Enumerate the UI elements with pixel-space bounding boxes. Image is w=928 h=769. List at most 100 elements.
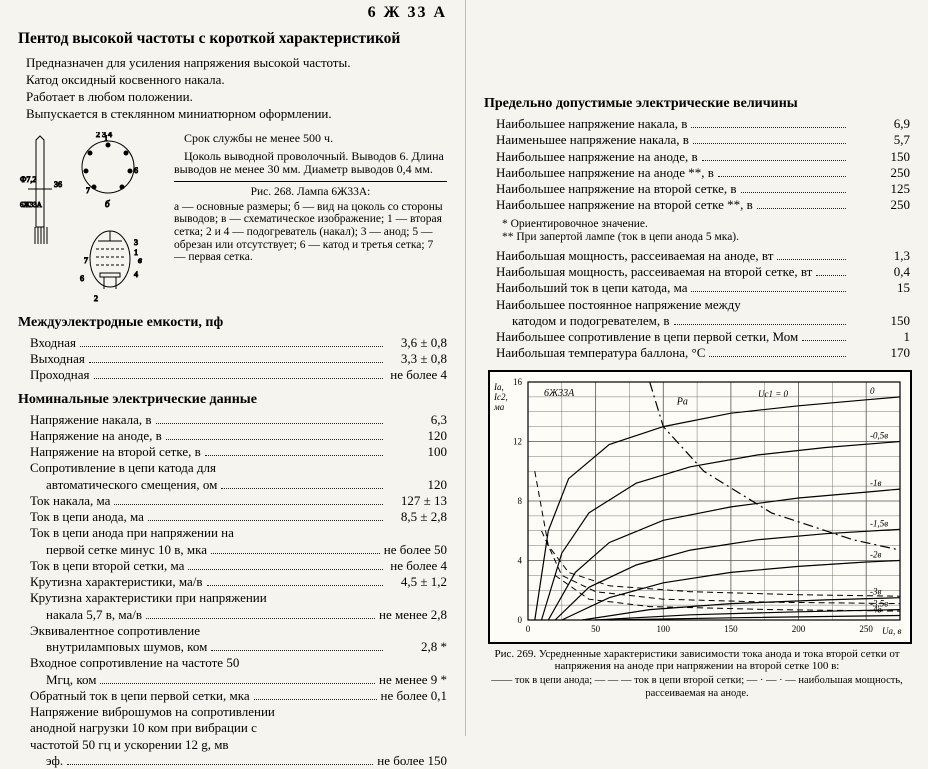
svg-text:3: 3 [134, 238, 138, 247]
intro-line: Выпускается в стеклянном миниатюрном офо… [26, 107, 447, 122]
intro-block: Предназначен для усиления напряжения выс… [18, 56, 447, 122]
intro-line: Катод оксидный косвенного накала. [26, 73, 447, 88]
chart-caption: Рис. 269. Усредненные характеристики зав… [490, 648, 904, 673]
svg-text:-1,5в: -1,5в [870, 518, 888, 528]
param-row: Наибольший ток в цепи катода, ма15 [496, 280, 910, 296]
svg-text:12: 12 [513, 436, 522, 446]
svg-text:0: 0 [870, 386, 875, 396]
param-row: Наибольшее напряжение накала, в6,9 [496, 116, 910, 132]
svg-text:36: 36 [54, 180, 62, 189]
param-row: Выходная3,3 ± 0,8 [30, 351, 447, 367]
svg-text:-2в: -2в [870, 549, 881, 559]
svg-text:50: 50 [591, 624, 601, 634]
tube-code: 6 Ж 33 А [368, 4, 447, 22]
dim-diameter: Ф7,2 [20, 175, 36, 184]
param-row: Напряжение накала, в6,3 [30, 412, 447, 428]
svg-text:0: 0 [526, 624, 531, 634]
param-row: Наибольшее постоянное напряжение между [496, 297, 910, 313]
svg-text:Uc1 = 0: Uc1 = 0 [758, 389, 789, 399]
param-row: анодной нагрузки 10 ком при вибрации с [30, 720, 447, 736]
capacitances-heading: Междуэлектродные емкости, пф [18, 315, 447, 331]
param-row: эф.не более 150 [46, 753, 447, 769]
param-row: Наибольшее напряжение на аноде, в150 [496, 149, 910, 165]
service-line2: Цоколь выводной проволочный. Выводов 6. … [174, 150, 447, 178]
svg-text:-1в: -1в [870, 478, 881, 488]
param-row: Наибольшая мощность, рассеиваемая на ано… [496, 248, 910, 264]
param-row: Напряжение виброшумов на сопротивлении [30, 704, 447, 720]
tube-diagrams: Ф7,2 6Ж33А 36 1 6 7 [18, 132, 168, 307]
svg-text:-3в: -3в [870, 586, 881, 596]
param-row: Крутизна характеристики, ма/в4,5 ± 1,2 [30, 574, 447, 590]
svg-text:0: 0 [518, 615, 523, 625]
svg-text:б: б [105, 199, 110, 209]
intro-line: Работает в любом положении. [26, 90, 447, 105]
param-row: Крутизна характеристики при напряжении [30, 590, 447, 606]
param-row: Наибольшее напряжение на второй сетке, в… [496, 181, 910, 197]
svg-text:150: 150 [724, 624, 738, 634]
right-page: Предельно допустимые электрические велич… [466, 0, 928, 736]
param-row: Наибольшее напряжение на второй сетке **… [496, 197, 910, 213]
svg-text:6Ж33А: 6Ж33А [544, 388, 575, 399]
svg-text:Iа,: Iа, [493, 382, 504, 392]
svg-text:6: 6 [134, 166, 138, 175]
svg-text:2 3 4: 2 3 4 [96, 132, 112, 139]
service-line1: Срок службы не менее 500 ч. [174, 132, 447, 146]
param-row: Напряжение на аноде, в120 [30, 428, 447, 444]
svg-text:250: 250 [859, 624, 873, 634]
nominal-heading: Номинальные электрические данные [18, 392, 447, 408]
svg-text:-4в: -4в [870, 604, 881, 614]
intro-line: Предназначен для усиления напряжения выс… [26, 56, 447, 71]
svg-text:Pa: Pa [676, 396, 688, 407]
param-row: Эквивалентное сопротивление [30, 623, 447, 639]
svg-text:7: 7 [84, 256, 88, 265]
param-row: Наибольшая температура баллона, °С170 [496, 345, 910, 361]
svg-text:7: 7 [86, 186, 90, 195]
footnote-line: * Ориентировочное значение. [502, 218, 910, 231]
svg-text:ма: ма [493, 402, 505, 412]
param-row: автоматического смещения, ом120 [46, 477, 447, 493]
fig268-title: Рис. 268. Лампа 6Ж33А: [174, 186, 447, 199]
svg-text:2: 2 [94, 294, 98, 303]
param-row: накала 5,7 в, ма/вне менее 2,8 [46, 607, 447, 623]
figure-268: Ф7,2 6Ж33А 36 1 6 7 [18, 132, 447, 307]
footnote-line: ** При запертой лампе (ток в цепи анода … [502, 231, 910, 244]
param-row: Ток в цепи анода, ма8,5 ± 2,8 [30, 509, 447, 525]
svg-text:в: в [138, 255, 142, 265]
limits-list-2: Наибольшая мощность, рассеиваемая на ано… [484, 248, 910, 362]
page-title: Пентод высокой частоты с короткой характ… [18, 30, 447, 48]
svg-text:8: 8 [518, 496, 523, 506]
svg-text:200: 200 [792, 624, 806, 634]
param-row: Наибольшее напряжение на аноде **, в250 [496, 165, 910, 181]
limits-list-1: Наибольшее напряжение накала, в6,9Наимен… [484, 116, 910, 214]
param-row: Обратный ток в цепи первой сетки, мкане … [30, 688, 447, 704]
param-row: Наибольшее сопротивление в цепи первой с… [496, 329, 910, 345]
param-row: катодом и подогревателем, в150 [512, 313, 910, 329]
left-page: 6 Ж 33 А Пентод высокой частоты с коротк… [0, 0, 466, 736]
svg-text:Ic2,: Ic2, [493, 392, 508, 402]
tube-label: 6Ж33А [20, 201, 42, 209]
param-row: Ток накала, ма127 ± 13 [30, 493, 447, 509]
svg-text:100: 100 [657, 624, 671, 634]
svg-text:4: 4 [518, 555, 523, 565]
param-row: первой сетке минус 10 в, мкане более 50 [46, 542, 447, 558]
limits-heading: Предельно допустимые электрические велич… [484, 96, 910, 112]
param-row: Мгц, комне менее 9 * [46, 672, 447, 688]
param-row: Наибольшая мощность, рассеиваемая на вто… [496, 264, 910, 280]
svg-text:6: 6 [80, 274, 84, 283]
param-row: внутриламповых шумов, ком2,8 * [46, 639, 447, 655]
param-row: Сопротивление в цепи катода для [30, 460, 447, 476]
svg-text:Uа, в: Uа, в [882, 626, 901, 636]
param-row: Наименьшее напряжение накала, в5,7 [496, 132, 910, 148]
fig268-caption: а — основные размеры; б — вид на цоколь … [174, 201, 447, 264]
param-row: Ток в цепи второй сетки, мане более 4 [30, 558, 447, 574]
param-row: Проходнаяне более 4 [30, 367, 447, 383]
param-row: Ток в цепи анода при напряжении на [30, 525, 447, 541]
nominal-list: Напряжение накала, в6,3Напряжение на ано… [18, 412, 447, 769]
svg-text:16: 16 [513, 377, 523, 387]
chart-fig269: 0 50 100 150 200 250 0 4 8 12 16 Uа, в Iа,Ic2,ма 6Ж33… [488, 370, 912, 644]
param-row: Входное сопротивление на частоте 50 [30, 655, 447, 671]
svg-text:-0,5в: -0,5в [870, 430, 888, 440]
limit-footnotes: * Ориентировочное значение.** При заперт… [502, 218, 910, 244]
svg-text:4: 4 [134, 270, 138, 279]
param-row: Входная3,6 ± 0,8 [30, 335, 447, 351]
